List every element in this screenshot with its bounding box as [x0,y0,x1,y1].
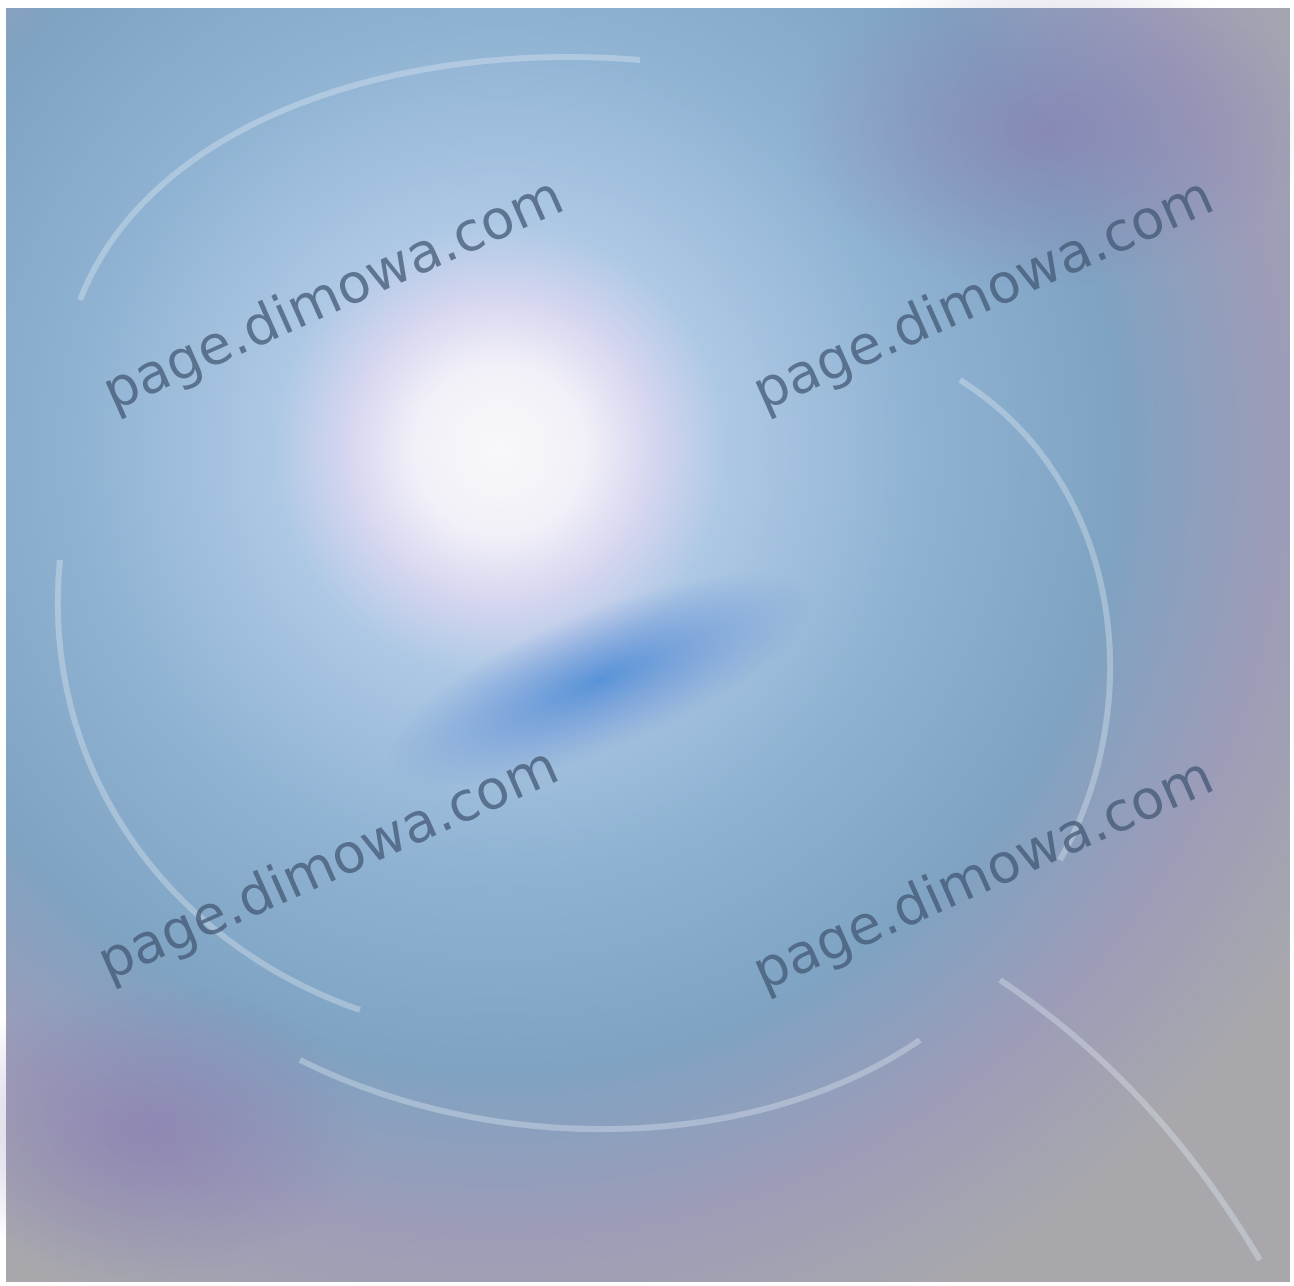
purple-patch [790,0,1294,290]
swirl-lines [54,54,1263,1262]
purple-patch [0,980,370,1280]
blue-streak [385,572,815,788]
